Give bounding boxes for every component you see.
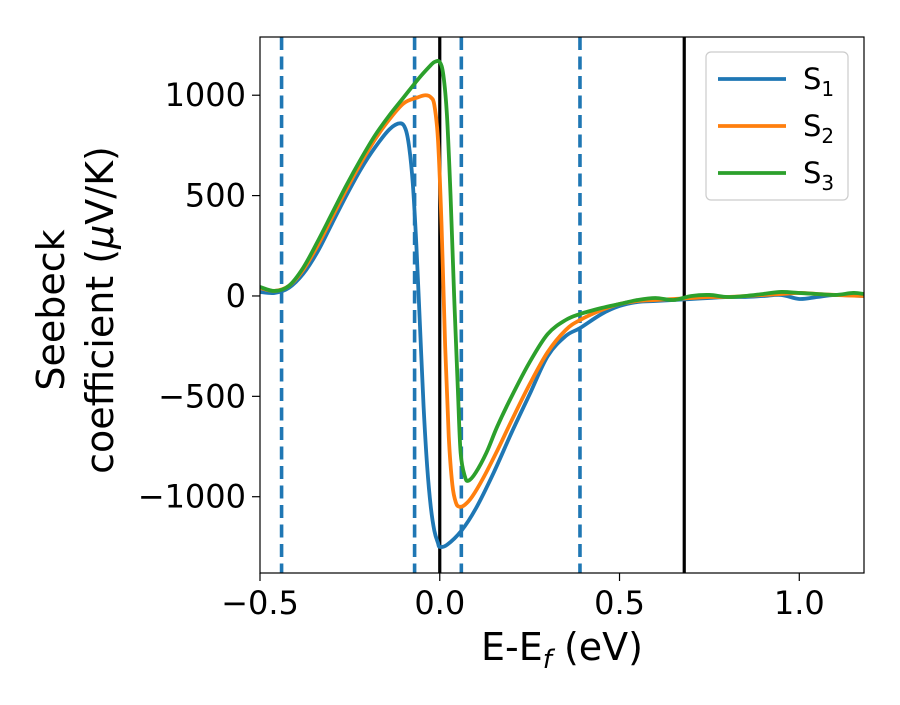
x-tick-label: −0.5 (221, 584, 299, 622)
legend-label-s1: S1 (803, 62, 834, 101)
y-tick-label: 1000 (165, 76, 246, 114)
x-axis-label-main: E-E (481, 625, 543, 669)
x-axis-label: E-Ef (eV) (481, 625, 643, 675)
y-axis-label-line2: coefficient (μV/K) (78, 146, 122, 474)
y-axis-label-unit: V/K) (78, 146, 122, 225)
x-tick-label: 0.0 (414, 584, 465, 622)
series-layer (260, 59, 864, 550)
y-axis-label-line1: Seebeck (29, 229, 73, 390)
x-tick-label: 0.5 (594, 584, 645, 622)
y-axis: −1000 −500 0 500 1000 (138, 76, 260, 516)
legend: S1 S2 S3 (705, 51, 849, 201)
y-tick-label: 500 (185, 177, 246, 215)
x-axis: −0.5 0.0 0.5 1.0 (221, 573, 825, 622)
y-tick-label: 0 (226, 277, 246, 315)
y-axis-label-mu: μ (78, 225, 122, 250)
plot-frame (259, 36, 865, 574)
x-tick-label: 1.0 (774, 584, 825, 622)
y-tick-label: −1000 (138, 478, 246, 516)
legend-label-s3: S3 (803, 156, 834, 195)
series-line-s3 (260, 59, 864, 483)
reference-lines (279, 37, 686, 573)
y-tick-label: −500 (158, 377, 246, 415)
legend-label-s2: S2 (803, 109, 834, 148)
y-axis-label-text: coefficient ( (78, 249, 122, 474)
x-axis-label-unit: (eV) (552, 625, 643, 669)
